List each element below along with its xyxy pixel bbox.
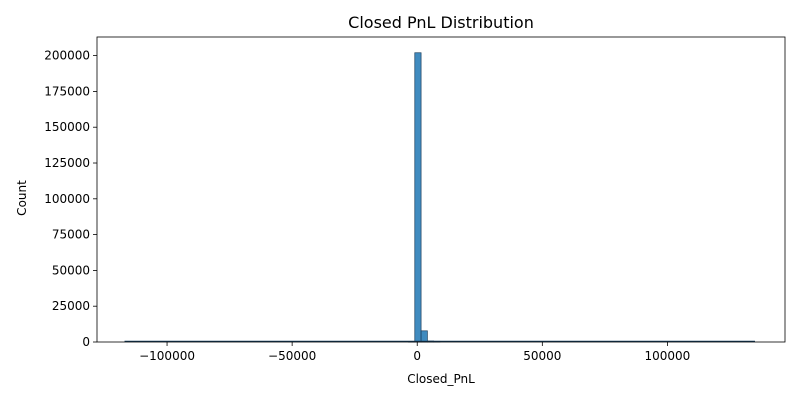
y-tick-label: 125000 (44, 156, 90, 170)
y-axis: 0 25000 50000 75000 100000 125000 150000 175000… (44, 49, 97, 349)
x-axis: −100000 −50000 0 50000 100000 (139, 342, 690, 363)
y-tick-label: 200000 (44, 49, 90, 63)
y-tick-label: 175000 (44, 84, 90, 98)
x-tick-label: −50000 (268, 349, 316, 363)
y-axis-label: Count (15, 180, 29, 216)
chart-title: Closed PnL Distribution (348, 13, 534, 32)
x-axis-label: Closed_PnL (407, 372, 475, 386)
y-tick-label: 50000 (52, 263, 90, 277)
y-tick-label: 0 (82, 335, 90, 349)
y-tick-label: 25000 (52, 299, 90, 313)
x-tick-label: 100000 (645, 349, 691, 363)
x-tick-label: 0 (413, 349, 421, 363)
x-tick-label: −100000 (139, 349, 195, 363)
histogram-bar (420, 330, 428, 343)
y-tick-label: 100000 (44, 192, 90, 206)
y-tick-label: 150000 (44, 120, 90, 134)
plot-frame (96, 36, 786, 343)
x-tick-label: 50000 (523, 349, 561, 363)
bars-layer (408, 52, 441, 343)
histogram-bar (414, 52, 422, 343)
y-tick-label: 75000 (52, 228, 90, 242)
